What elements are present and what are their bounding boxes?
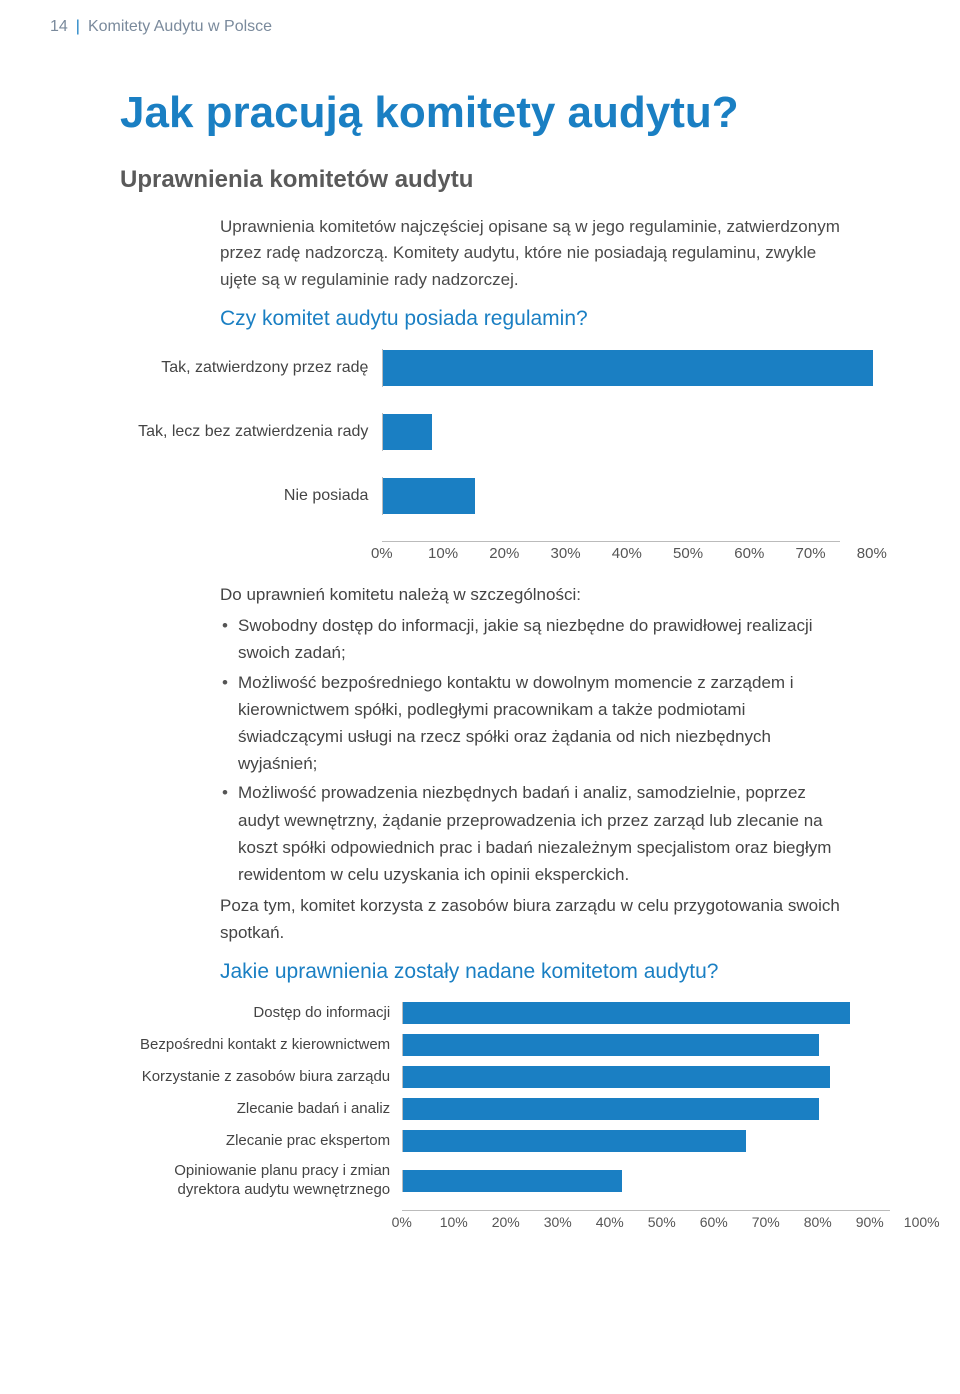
chart2-bar xyxy=(403,1170,621,1192)
privileges-outro: Poza tym, komitet korzysta z zasobów biu… xyxy=(220,892,840,946)
chart1-tick: 30% xyxy=(551,545,581,562)
chart2-bar xyxy=(403,1002,850,1024)
chart2-x-axis: 0%10%20%30%40%50%60%70%80%90%100% xyxy=(402,1210,890,1234)
chart1-tick: 0% xyxy=(371,545,393,562)
chart2-row: Opiniowanie planu pracy i zmian dyrektor… xyxy=(120,1162,890,1200)
chart1-category-label: Nie posiada xyxy=(120,486,382,506)
chart2-bar-track xyxy=(402,1170,890,1192)
chart1-bar xyxy=(383,350,873,386)
chart1-bar-track xyxy=(382,349,840,387)
chart1-row: Tak, zatwierdzony przez radę xyxy=(120,349,840,387)
privileges-block: Do uprawnień komitetu należą w szczególn… xyxy=(220,581,840,946)
chart2-bar xyxy=(403,1130,746,1152)
chart1-row: Nie posiada xyxy=(120,477,840,515)
chart2-category-label: Bezpośredni kontakt z kierownictwem xyxy=(120,1036,402,1055)
chart1-tick: 50% xyxy=(673,545,703,562)
privilege-item: Możliwość bezpośredniego kontaktu w dowo… xyxy=(220,669,840,778)
chart2-row: Zlecanie badań i analiz xyxy=(120,1098,890,1120)
chart2-bar-track xyxy=(402,1098,890,1120)
chart2-category-label: Opiniowanie planu pracy i zmian dyrektor… xyxy=(120,1162,402,1200)
question-1: Czy komitet audytu posiada regulamin? xyxy=(220,307,840,331)
chart1-row: Tak, lecz bez zatwierdzenia rady xyxy=(120,413,840,451)
privilege-item: Swobodny dostęp do informacji, jakie są … xyxy=(220,612,840,666)
chart2-tick: 80% xyxy=(804,1214,832,1230)
page-subtitle: Uprawnienia komitetów audytu xyxy=(120,166,840,194)
chart2-row: Zlecanie prac ekspertom xyxy=(120,1130,890,1152)
chart2-bar-track xyxy=(402,1002,890,1024)
question-2: Jakie uprawnienia zostały nadane komitet… xyxy=(220,960,840,984)
chart2-bar-track xyxy=(402,1066,890,1088)
page-number: 14 xyxy=(50,18,68,36)
chart1-tick: 70% xyxy=(796,545,826,562)
intro-paragraph: Uprawnienia komitetów najczęściej opisan… xyxy=(220,214,840,293)
chart1-tick: 60% xyxy=(734,545,764,562)
chart2-row: Dostęp do informacji xyxy=(120,1002,890,1024)
chart1-category-label: Tak, lecz bez zatwierdzenia rady xyxy=(120,422,382,442)
chart1-tick: 10% xyxy=(428,545,458,562)
chart2-row: Korzystanie z zasobów biura zarządu xyxy=(120,1066,890,1088)
chart2-bar xyxy=(403,1066,829,1088)
chart2-bar xyxy=(403,1098,819,1120)
privileges-intro: Do uprawnień komitetu należą w szczególn… xyxy=(220,581,840,608)
chart1-tick: 20% xyxy=(489,545,519,562)
chart2-tick: 90% xyxy=(856,1214,884,1230)
chart1-category-label: Tak, zatwierdzony przez radę xyxy=(120,358,382,378)
chart2-tick: 30% xyxy=(544,1214,572,1230)
page-title: Jak pracują komitety audytu? xyxy=(120,88,840,138)
chart2-tick: 20% xyxy=(492,1214,520,1230)
header-divider: | xyxy=(76,18,80,36)
chart1-tick: 40% xyxy=(612,545,642,562)
chart2-tick: 100% xyxy=(904,1214,940,1230)
chart1-tick: 80% xyxy=(857,545,887,562)
chart1-bar xyxy=(383,478,475,514)
chart1-x-axis: 0%10%20%30%40%50%60%70%80% xyxy=(382,541,840,563)
chart2-row: Bezpośredni kontakt z kierownictwem xyxy=(120,1034,890,1056)
chart2-tick: 50% xyxy=(648,1214,676,1230)
chart1-bar-track xyxy=(382,477,840,515)
chart2-tick: 60% xyxy=(700,1214,728,1230)
chart2-bar xyxy=(403,1034,819,1056)
chart1-bar xyxy=(383,414,432,450)
doc-title: Komitety Audytu w Polsce xyxy=(88,18,272,36)
chart-regulamin: Tak, zatwierdzony przez radę Tak, lecz be… xyxy=(120,349,840,563)
chart2-bar-track xyxy=(402,1034,890,1056)
chart2-bar-track xyxy=(402,1130,890,1152)
chart2-tick: 0% xyxy=(392,1214,412,1230)
chart-uprawnienia: Dostęp do informacji Bezpośredni kontakt … xyxy=(120,1002,890,1234)
chart2-tick: 10% xyxy=(440,1214,468,1230)
chart2-category-label: Zlecanie badań i analiz xyxy=(120,1100,402,1119)
chart2-category-label: Korzystanie z zasobów biura zarządu xyxy=(120,1068,402,1087)
chart2-category-label: Zlecanie prac ekspertom xyxy=(120,1132,402,1151)
chart2-category-label: Dostęp do informacji xyxy=(120,1004,402,1023)
privileges-list: Swobodny dostęp do informacji, jakie są … xyxy=(220,612,840,888)
chart2-tick: 70% xyxy=(752,1214,780,1230)
chart2-tick: 40% xyxy=(596,1214,624,1230)
chart1-bar-track xyxy=(382,413,840,451)
page-header: 14 | Komitety Audytu w Polsce xyxy=(50,0,910,60)
privilege-item: Możliwość prowadzenia niezbędnych badań … xyxy=(220,779,840,888)
